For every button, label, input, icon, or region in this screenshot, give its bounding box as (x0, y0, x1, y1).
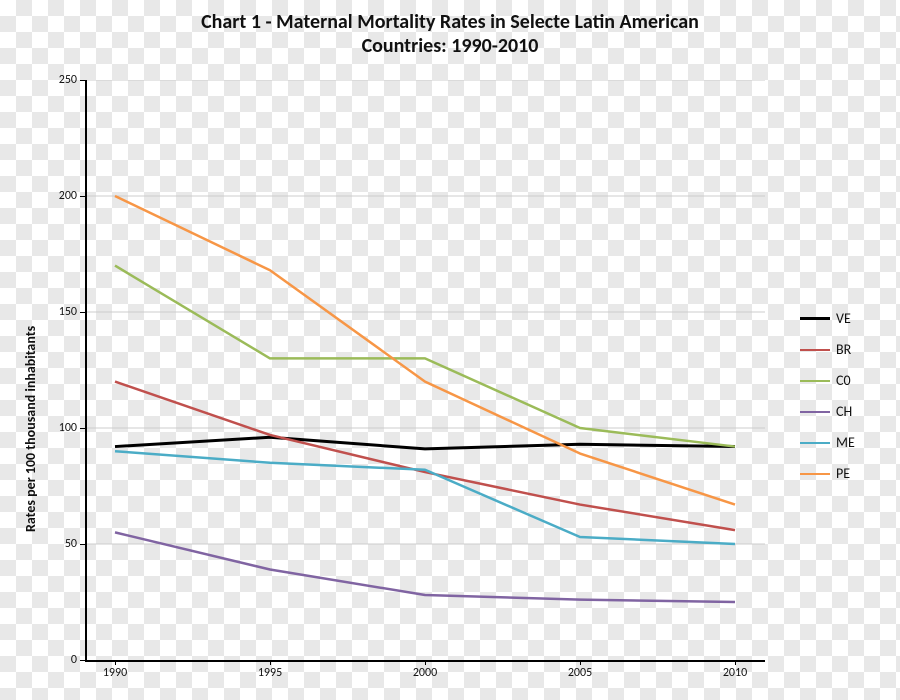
x-tick-mark (425, 660, 426, 665)
series-VE (115, 437, 735, 449)
y-tick-label: 150 (59, 305, 77, 319)
legend-item-BR: BR (800, 341, 855, 358)
legend-label: PE (836, 465, 850, 482)
legend-item-CH: CH (800, 403, 855, 420)
x-tick-mark (115, 660, 116, 665)
y-tick-label: 250 (59, 73, 77, 87)
legend-label: VE (836, 310, 851, 327)
y-tick-mark (80, 80, 85, 81)
x-tick-mark (270, 660, 271, 665)
legend-item-C0: C0 (800, 372, 855, 389)
legend-label: ME (836, 434, 855, 451)
x-tick-label: 1995 (245, 666, 295, 680)
y-tick-mark (80, 428, 85, 429)
x-tick-label: 2000 (400, 666, 450, 680)
y-tick-label: 200 (59, 189, 77, 203)
legend: VE BR C0 CH ME PE (800, 310, 855, 496)
series-CH (115, 532, 735, 602)
series-BR (115, 382, 735, 530)
legend-swatch (800, 349, 830, 351)
legend-label: CH (836, 403, 852, 420)
legend-label: C0 (836, 372, 851, 389)
y-tick-label: 0 (71, 653, 77, 667)
legend-swatch (800, 411, 830, 413)
y-axis-label: Rates per 100 thousand inhabitants (22, 326, 39, 532)
y-axis-line (85, 80, 87, 660)
y-tick-label: 50 (65, 537, 77, 551)
legend-item-ME: ME (800, 434, 855, 451)
chart-title-line1: Chart 1 - Maternal Mortality Rates in Se… (0, 10, 900, 34)
y-tick-mark (80, 660, 85, 661)
legend-label: BR (836, 341, 851, 358)
series-ME (115, 451, 735, 544)
plot-area (85, 80, 765, 660)
y-tick-mark (80, 312, 85, 313)
legend-swatch (800, 380, 830, 382)
x-tick-mark (580, 660, 581, 665)
legend-item-PE: PE (800, 465, 855, 482)
legend-item-VE: VE (800, 310, 855, 327)
x-tick-label: 1990 (90, 666, 140, 680)
chart-container: { "title_line1": "Chart 1 - Maternal Mor… (0, 0, 900, 700)
legend-swatch (800, 473, 830, 475)
legend-swatch (800, 442, 830, 444)
x-tick-label: 2005 (555, 666, 605, 680)
y-tick-mark (80, 196, 85, 197)
y-tick-mark (80, 544, 85, 545)
series-C0 (115, 266, 735, 447)
legend-swatch (800, 317, 830, 320)
x-tick-mark (735, 660, 736, 665)
chart-title-line2: Countries: 1990-2010 (0, 34, 900, 58)
y-tick-label: 100 (59, 421, 77, 435)
x-tick-label: 2010 (710, 666, 760, 680)
